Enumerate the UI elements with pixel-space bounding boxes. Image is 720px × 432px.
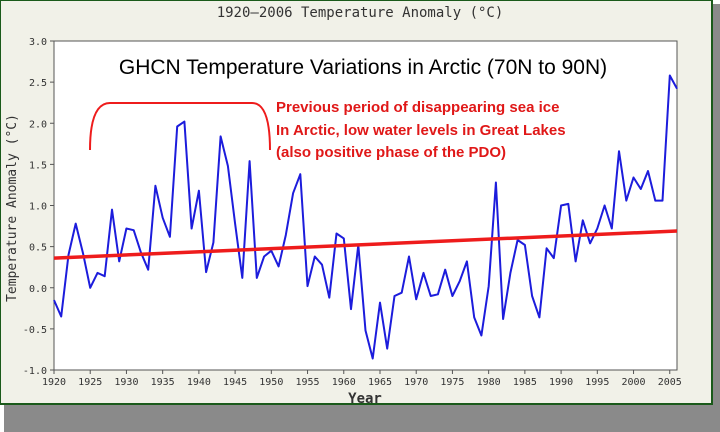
- x-tick-label: 1925: [78, 377, 102, 388]
- series-line-trend: [53, 229, 678, 260]
- x-tick-label: 1935: [151, 377, 175, 388]
- y-tick-label: 1.5: [29, 160, 47, 171]
- y-tick-label: 2.5: [29, 78, 47, 89]
- x-tick-label: 1960: [332, 377, 356, 388]
- x-tick-label: 1955: [295, 377, 319, 388]
- x-tick-label: 1995: [585, 377, 609, 388]
- y-tick-label: -1.0: [23, 366, 47, 377]
- x-tick-label: 1950: [259, 377, 283, 388]
- y-axis-label: Temperature Anomaly (°C): [5, 114, 20, 302]
- x-tick-label: 1940: [187, 377, 211, 388]
- annotation-line-1: Previous period of disappearing sea ice: [276, 99, 559, 116]
- y-tick-label: 1.0: [29, 202, 47, 213]
- y-tick-label: -0.5: [23, 325, 47, 336]
- x-tick-label: 1975: [440, 377, 464, 388]
- x-tick-label: 2000: [621, 377, 645, 388]
- x-tick-label: 1930: [114, 377, 138, 388]
- y-tick-label: 3.0: [29, 37, 47, 48]
- series-line-anomaly: [53, 74, 678, 360]
- x-tick-label: 1990: [549, 377, 573, 388]
- x-tick-label: 1920: [42, 377, 66, 388]
- plot-area: [53, 40, 678, 371]
- annotation-line-2: In Arctic, low water levels in Great Lak…: [276, 122, 566, 139]
- y-tick-label: 0.0: [29, 284, 47, 295]
- x-tick-label: 1985: [513, 377, 537, 388]
- y-tick-label: 2.0: [29, 119, 47, 130]
- chart-subtitle: GHCN Temperature Variations in Arctic (7…: [119, 56, 607, 79]
- x-tick-label: 1945: [223, 377, 247, 388]
- x-tick-label: 1965: [368, 377, 392, 388]
- y-tick-label: 0.5: [29, 243, 47, 254]
- annotation-line-3: (also positive phase of the PDO): [276, 144, 506, 161]
- x-tick-label: 1970: [404, 377, 428, 388]
- series-layer: [53, 74, 678, 360]
- annotation-bracket: [89, 102, 271, 151]
- x-axis-label: Year: [348, 391, 382, 407]
- tick-layer: 1920 1925 1930 1935 1940 1945 1950 1955 1960 1965…: [23, 37, 682, 388]
- x-tick-label: 2005: [658, 377, 682, 388]
- x-tick-label: 1980: [477, 377, 501, 388]
- chart-title: 1920–2006 Temperature Anomaly (°C): [217, 5, 504, 21]
